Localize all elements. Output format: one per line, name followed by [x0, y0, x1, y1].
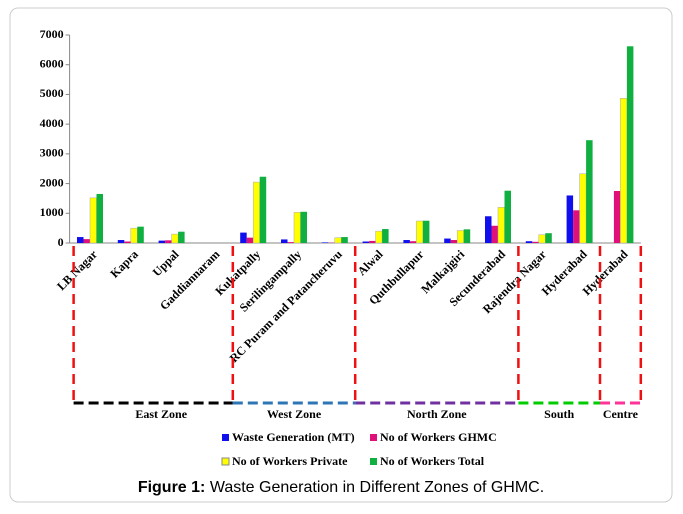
caption: Figure 1: Waste Generation in Different … — [138, 479, 544, 496]
bar — [444, 238, 451, 243]
bar — [538, 234, 546, 244]
bar — [117, 240, 125, 243]
bar — [579, 173, 587, 244]
bar — [409, 241, 417, 243]
legend-label: No of Workers Private — [232, 454, 348, 468]
y-tick-label: 7000 — [40, 27, 64, 41]
caption-text: Waste Generation in Different Zones of G… — [205, 479, 544, 496]
bar — [300, 211, 307, 243]
zone-label: West Zone — [267, 407, 322, 421]
bar — [573, 210, 580, 243]
bar — [281, 239, 288, 243]
bar — [321, 242, 329, 243]
bar — [369, 240, 376, 243]
y-tick-label: 4000 — [40, 116, 64, 130]
bar — [165, 240, 172, 243]
bar — [158, 240, 166, 243]
bar — [77, 237, 84, 243]
bar — [403, 240, 410, 243]
y-tick-label: 5000 — [40, 86, 64, 100]
bar — [171, 233, 179, 244]
bar — [178, 231, 185, 243]
bar — [532, 241, 539, 243]
bar — [422, 220, 430, 243]
legend-swatch — [221, 457, 230, 466]
bar — [620, 98, 628, 244]
bar — [525, 241, 533, 243]
bar — [137, 226, 144, 243]
y-tick-label: 6000 — [40, 56, 64, 70]
bar — [362, 241, 370, 243]
bar — [246, 237, 254, 243]
bar — [124, 241, 131, 243]
bar — [450, 240, 458, 243]
bar — [240, 232, 247, 243]
bar — [293, 212, 301, 244]
frame — [9, 7, 673, 503]
bar — [456, 230, 464, 244]
y-tick-label: 3000 — [40, 146, 64, 160]
bar — [341, 237, 348, 243]
bar — [287, 242, 294, 243]
bar — [613, 191, 621, 243]
bar — [259, 176, 267, 243]
legend-swatch — [370, 434, 377, 441]
bar — [463, 229, 471, 243]
bar — [334, 237, 342, 244]
legend-label: Waste Generation (MT) — [232, 430, 355, 444]
bar — [586, 140, 593, 243]
bar — [497, 207, 505, 244]
bar — [545, 233, 552, 243]
bar — [416, 220, 424, 244]
legend-label: No of Workers GHMC — [380, 430, 497, 444]
bar — [504, 190, 511, 243]
bar — [566, 195, 574, 243]
legend-label: No of Workers Total — [380, 454, 485, 468]
bar — [491, 225, 498, 243]
bar — [252, 181, 260, 244]
y-tick-label: 1000 — [40, 205, 64, 219]
legend-swatch — [370, 458, 377, 465]
zone-label: South — [544, 407, 574, 421]
zone-label: East Zone — [135, 407, 187, 421]
bar — [96, 193, 103, 243]
y-tick-label: 2000 — [40, 175, 64, 189]
zone-label: Centre — [603, 407, 639, 421]
bar — [130, 227, 138, 244]
bar — [382, 229, 389, 243]
y-tick-label: 0 — [58, 235, 64, 249]
bar — [83, 239, 90, 243]
legend-swatch — [222, 434, 229, 441]
bar — [375, 230, 383, 244]
bar — [89, 197, 97, 244]
bar — [626, 46, 634, 243]
bar — [485, 216, 492, 243]
caption-label: Figure 1: — [138, 479, 206, 496]
zone-label: North Zone — [407, 407, 467, 421]
